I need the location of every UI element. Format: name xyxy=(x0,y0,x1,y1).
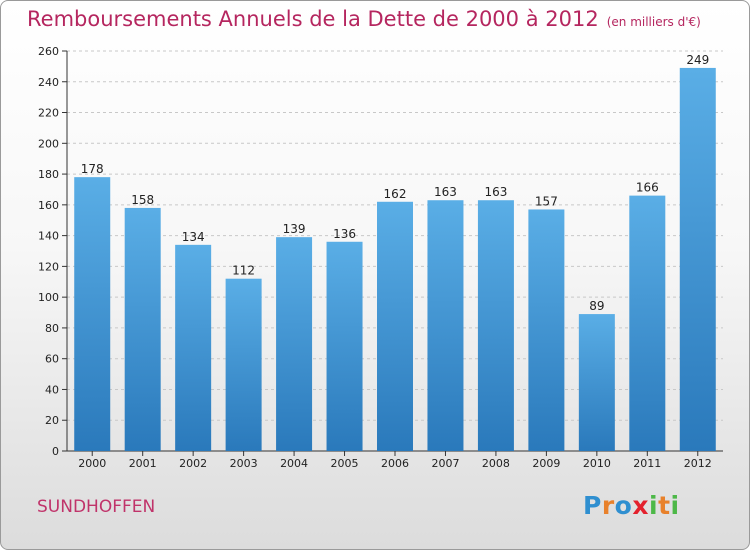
title-unit: (en milliers d'€) xyxy=(606,15,701,29)
y-tick-label: 260 xyxy=(38,45,59,58)
x-tick-label: 2012 xyxy=(684,457,712,470)
bar-2000 xyxy=(74,177,111,451)
bar-2008 xyxy=(477,200,514,451)
proxiti-logo: Proxiti xyxy=(583,491,680,520)
bar-2009 xyxy=(528,209,565,451)
value-label: 178 xyxy=(81,162,104,176)
value-label: 166 xyxy=(636,181,659,195)
value-label: 136 xyxy=(333,227,356,241)
y-tick-label: 140 xyxy=(38,230,59,243)
x-tick-label: 2011 xyxy=(633,457,661,470)
logo-letter: i xyxy=(670,491,680,520)
x-tick-label: 2008 xyxy=(482,457,510,470)
value-label: 112 xyxy=(232,264,255,278)
commune-name: SUNDHOFFEN xyxy=(37,497,156,517)
value-label: 163 xyxy=(434,185,457,199)
chart-title: Remboursements Annuels de la Dette de 20… xyxy=(27,7,701,31)
y-tick-label: 240 xyxy=(38,76,59,89)
bar-2006 xyxy=(377,201,413,451)
bar-2003 xyxy=(225,278,262,451)
bar-2007 xyxy=(427,200,464,451)
bar-2012 xyxy=(679,67,716,451)
value-label: 157 xyxy=(535,194,558,208)
x-tick-label: 2007 xyxy=(431,457,459,470)
x-tick-label: 2004 xyxy=(280,457,308,470)
logo-letter: i xyxy=(649,491,659,520)
y-tick-label: 160 xyxy=(38,199,59,212)
x-tick-label: 2010 xyxy=(583,457,611,470)
x-tick-label: 2006 xyxy=(381,457,409,470)
x-tick-label: 2003 xyxy=(230,457,258,470)
x-tick-label: 2001 xyxy=(129,457,157,470)
x-tick-label: 2000 xyxy=(78,457,106,470)
y-tick-label: 200 xyxy=(38,137,59,150)
logo-letter: r xyxy=(601,491,615,520)
logo-letter: x xyxy=(632,491,649,520)
logo-letter: P xyxy=(583,491,602,520)
x-tick-label: 2005 xyxy=(331,457,359,470)
logo-letter: o xyxy=(614,491,633,520)
labels: 0 20 40 60 80 100 120 140 160 180 200 220 240 260 178 2… xyxy=(38,45,712,470)
y-tick-label: 0 xyxy=(52,445,59,458)
value-label: 134 xyxy=(182,230,205,244)
x-tick-label: 2009 xyxy=(532,457,560,470)
y-tick-label: 120 xyxy=(38,260,59,273)
y-tick-label: 100 xyxy=(38,291,59,304)
bar-2005 xyxy=(326,241,363,451)
bar-2004 xyxy=(276,237,313,451)
y-tick-label: 60 xyxy=(45,353,59,366)
value-label: 162 xyxy=(384,187,407,201)
value-label: 163 xyxy=(484,185,507,199)
y-tick-label: 220 xyxy=(38,107,59,120)
bars xyxy=(74,67,716,451)
bar-2011 xyxy=(629,195,666,451)
x-tick-label: 2002 xyxy=(179,457,207,470)
value-label: 89 xyxy=(589,299,604,313)
bar-2010 xyxy=(578,314,615,451)
value-label: 139 xyxy=(283,222,306,236)
logo-letter: t xyxy=(658,491,671,520)
y-tick-label: 20 xyxy=(45,414,59,427)
y-tick-label: 180 xyxy=(38,168,59,181)
y-tick-label: 40 xyxy=(45,383,59,396)
title-main: Remboursements Annuels de la Dette de 20… xyxy=(27,7,599,31)
y-tick-label: 80 xyxy=(45,322,59,335)
bar-2002 xyxy=(175,244,212,451)
value-label: 249 xyxy=(686,53,709,67)
bar-2001 xyxy=(124,207,161,451)
value-label: 158 xyxy=(131,193,154,207)
